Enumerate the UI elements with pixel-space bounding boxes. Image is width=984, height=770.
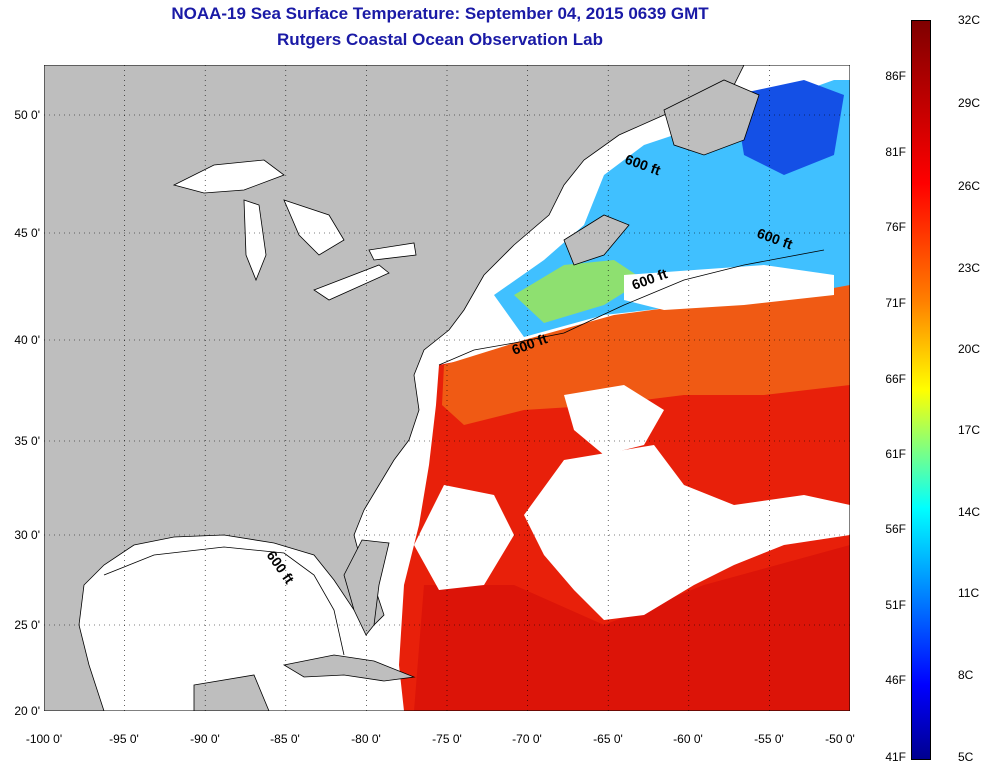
- cloud-patch-4: [624, 265, 834, 310]
- lat-tick-label: 35 0': [14, 434, 40, 448]
- sst-map: 600 ft 600 ft 600 ft 600 ft 600 ft: [44, 65, 850, 711]
- lat-tick-label: 30 0': [14, 528, 40, 542]
- map-title: NOAA-19 Sea Surface Temperature: Septemb…: [171, 4, 709, 23]
- colorbar-fahrenheit-label: 56F: [885, 522, 906, 536]
- yucatan-land: [193, 674, 270, 711]
- blue-sst-patch: [734, 80, 844, 175]
- nova-scotia-land: [563, 214, 630, 266]
- cloud-patch-2: [524, 445, 850, 620]
- deep-red-region: [414, 545, 850, 711]
- colorbar-celsius-label: 14C: [958, 505, 981, 519]
- colorbar-celsius-label: 8C: [958, 668, 974, 682]
- colorbar-celsius-label: 29C: [958, 96, 981, 110]
- colorbar-fahrenheit-label: 71F: [885, 296, 906, 310]
- lake-ontario: [368, 242, 417, 261]
- colorbar-celsius-label: 5C: [958, 750, 974, 764]
- lon-tick-label: -85 0': [270, 732, 300, 746]
- colorbar-fahrenheit-label: 76F: [885, 220, 906, 234]
- florida-land: [343, 539, 390, 636]
- map-subtitle: Rutgers Coastal Ocean Observation Lab: [277, 30, 603, 49]
- colorbar-fahrenheit-label: 86F: [885, 69, 906, 83]
- cloud-patch-3: [414, 485, 514, 590]
- colorbar-fahrenheit-label: 41F: [885, 750, 906, 764]
- cuba-land: [282, 654, 416, 682]
- lat-tick-label: 40 0': [14, 333, 40, 347]
- lake-superior: [172, 159, 285, 194]
- lat-tick-label: 20 0': [14, 704, 40, 718]
- lon-tick-label: -90 0': [190, 732, 220, 746]
- isobath-contour-gulf: [103, 546, 345, 656]
- cloud-patch-1: [564, 385, 664, 455]
- colorbar-celsius-label: 23C: [958, 261, 981, 275]
- colorbar-celsius-label: 26C: [958, 179, 981, 193]
- lat-tick-label: 25 0': [14, 618, 40, 632]
- colorbar-fahrenheit-label: 61F: [885, 447, 906, 461]
- lon-tick-label: -75 0': [432, 732, 462, 746]
- colorbar-fahrenheit-label: 46F: [885, 673, 906, 687]
- green-sst-patch: [514, 260, 644, 323]
- lake-huron: [283, 199, 345, 256]
- colorbar-celsius-label: 32C: [958, 13, 981, 27]
- lat-tick-label: 50 0': [14, 108, 40, 122]
- lon-tick-label: -50 0': [825, 732, 855, 746]
- colorbar-fahrenheit-label: 51F: [885, 598, 906, 612]
- lon-tick-label: -100 0': [25, 732, 63, 746]
- orange-sst-band: [442, 280, 850, 425]
- colorbar-celsius-label: 11C: [958, 586, 980, 600]
- lake-erie: [313, 264, 390, 301]
- lake-michigan: [243, 199, 267, 282]
- lon-tick-label: -95 0': [109, 732, 139, 746]
- lon-tick-label: -65 0': [593, 732, 623, 746]
- colorbar-fahrenheit-label: 66F: [885, 372, 906, 386]
- colorbar-fahrenheit-label: 81F: [885, 145, 906, 159]
- lon-tick-label: -55 0': [754, 732, 784, 746]
- lon-tick-label: -80 0': [351, 732, 381, 746]
- isobath-contour: [438, 249, 825, 366]
- lon-tick-label: -60 0': [673, 732, 703, 746]
- newfoundland-land: [663, 79, 760, 156]
- lon-tick-label: -70 0': [512, 732, 542, 746]
- colorbar-celsius-label: 20C: [958, 342, 981, 356]
- temperature-colorbar: [911, 20, 931, 760]
- lat-tick-label: 45 0': [14, 226, 40, 240]
- north-america-land: [44, 65, 745, 711]
- colorbar-celsius-label: 17C: [958, 423, 981, 437]
